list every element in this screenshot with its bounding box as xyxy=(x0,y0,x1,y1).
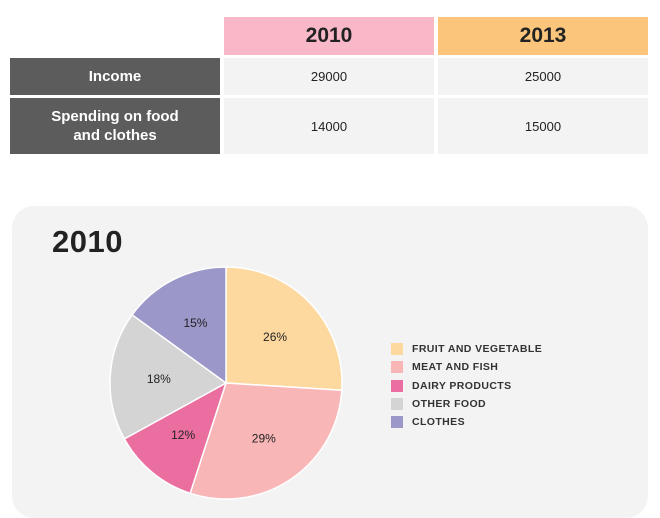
year-label: 2010 xyxy=(305,24,353,47)
pie-label-other-food: 18% xyxy=(147,372,171,386)
year-label: 2013 xyxy=(519,24,567,47)
legend-label: CLOTHES xyxy=(412,416,465,429)
pie-slice-clothes xyxy=(131,266,227,385)
table-header-2010: 2010 xyxy=(224,17,434,55)
legend-swatch xyxy=(391,379,403,392)
legend-item-dairy-products: DAIRY PRODUCTS xyxy=(391,377,542,395)
row-label-income: Income xyxy=(10,58,220,95)
legend-label: DAIRY PRODUCTS xyxy=(412,379,512,392)
row-label-text: Income xyxy=(88,68,142,85)
legend-label: FRUIT AND VEGETABLE xyxy=(412,343,543,356)
cell-income-2010: 29000 xyxy=(224,58,434,95)
legend-swatch xyxy=(391,416,403,429)
pie-slice-fruit-and-vegetable xyxy=(225,266,343,392)
pie-label-dairy-products: 12% xyxy=(171,428,195,442)
pie-slice-other-food xyxy=(109,313,228,440)
legend-item-other-food: OTHER FOOD xyxy=(391,395,542,413)
pie-slice-meat-and-fish xyxy=(189,382,343,500)
legend-item-fruit-and-vegetable: FRUIT AND VEGETABLE xyxy=(391,340,542,358)
legend-swatch xyxy=(391,343,403,356)
cell-value: 15000 xyxy=(524,118,562,134)
cell-spending-2013: 15000 xyxy=(438,98,648,154)
pie-label-clothes: 15% xyxy=(183,316,207,330)
row-label-spending: Spending on food and clothes xyxy=(10,98,220,154)
legend-swatch xyxy=(391,361,403,374)
pie-label-fruit-and-vegetable: 26% xyxy=(263,330,287,344)
cell-value: 25000 xyxy=(524,69,562,84)
legend-item-clothes: CLOTHES xyxy=(391,413,542,431)
legend-label: MEAT AND FISH xyxy=(412,361,499,374)
chart-title: 2010 xyxy=(52,224,123,259)
cell-income-2013: 25000 xyxy=(438,58,648,95)
cell-value: 14000 xyxy=(310,118,348,134)
table-header-2013: 2013 xyxy=(438,17,648,55)
cell-value: 29000 xyxy=(310,69,348,84)
cell-spending-2010: 14000 xyxy=(224,98,434,154)
legend-item-meat-and-fish: MEAT AND FISH xyxy=(391,358,542,376)
pie-slice-dairy-products xyxy=(123,381,228,495)
legend-label: OTHER FOOD xyxy=(412,398,486,411)
row-label-line-2: and clothes xyxy=(73,127,157,144)
row-label-line-1: Spending on food xyxy=(51,108,179,125)
row-label-text: Spending on food and clothes xyxy=(51,107,178,145)
legend-swatch xyxy=(391,398,403,411)
chart-legend: FRUIT AND VEGETABLE MEAT AND FISH DAIRY PR… xyxy=(391,340,542,431)
pie-label-meat-and-fish: 29% xyxy=(252,432,276,446)
